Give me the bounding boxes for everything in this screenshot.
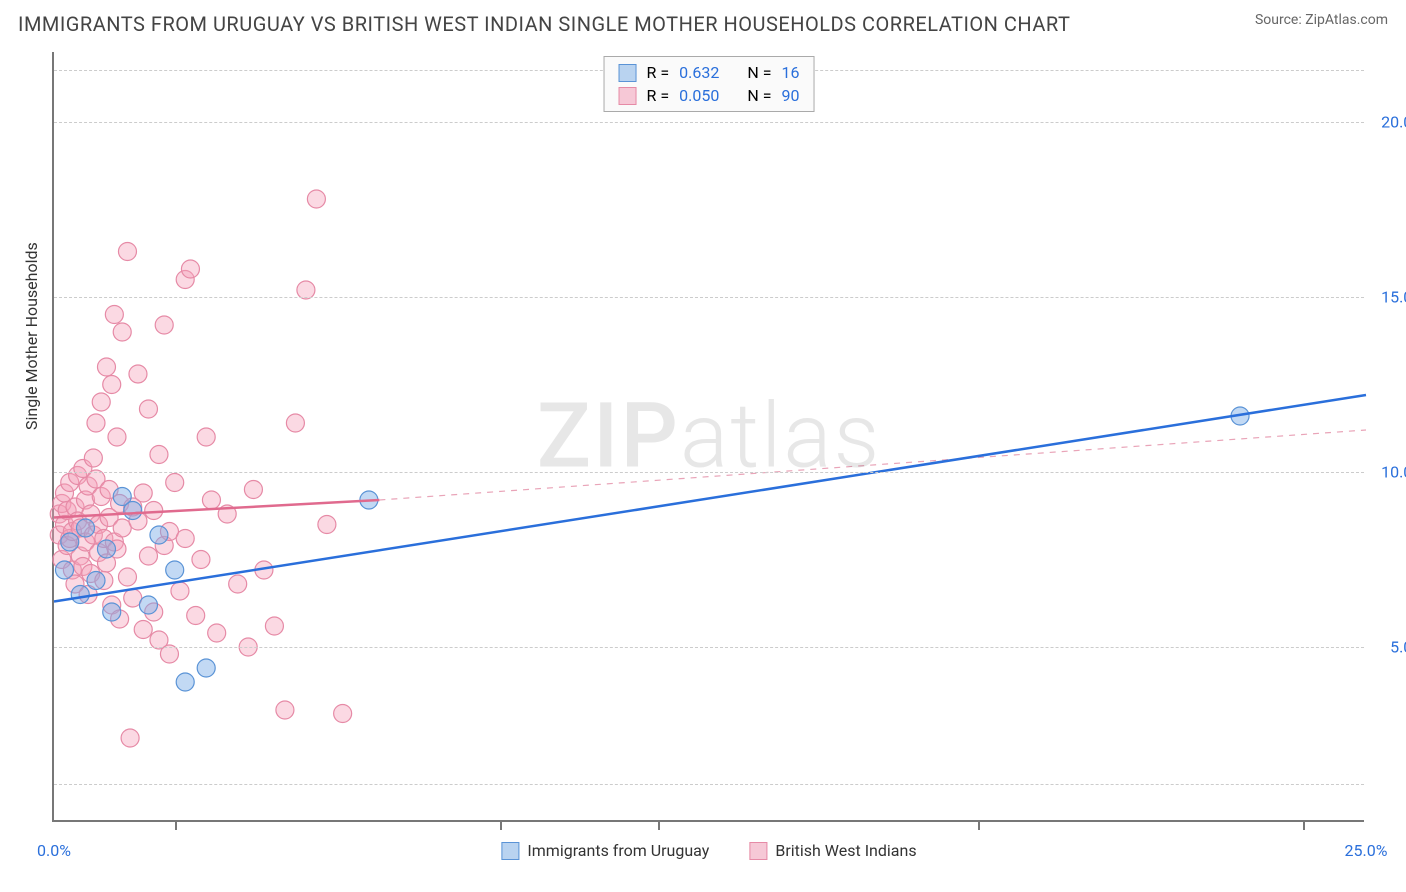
r-value-uruguay: 0.632 — [679, 63, 719, 82]
x-tick — [658, 820, 660, 830]
gridline — [54, 647, 1364, 648]
gridline — [54, 122, 1364, 123]
r-value-bwi: 0.050 — [679, 86, 719, 105]
scatter-plot — [54, 52, 1364, 820]
legend-item-uruguay: Immigrants from Uruguay — [501, 841, 709, 860]
r-label: R = — [647, 63, 670, 82]
y-tick-label: 15.0% — [1369, 288, 1406, 307]
n-value-bwi: 90 — [781, 86, 799, 105]
x-tick — [978, 820, 980, 830]
legend-item-bwi: British West Indians — [749, 841, 916, 860]
x-tick — [175, 820, 177, 830]
x-tick-label: 25.0% — [1345, 841, 1388, 860]
legend-label-bwi: British West Indians — [775, 841, 916, 860]
n-label: N = — [747, 86, 771, 105]
x-tick — [500, 820, 502, 830]
y-axis-title: Single Mother Households — [22, 242, 41, 430]
y-tick-label: 5.0% — [1369, 638, 1406, 657]
y-tick-label: 20.0% — [1369, 113, 1406, 132]
chart-title: IMMIGRANTS FROM URUGUAY VS BRITISH WEST … — [18, 12, 1070, 36]
legend-label-uruguay: Immigrants from Uruguay — [527, 841, 709, 860]
n-label: N = — [747, 63, 771, 82]
n-value-uruguay: 16 — [781, 63, 799, 82]
gridline — [54, 472, 1364, 473]
r-label: R = — [647, 86, 670, 105]
gridline — [54, 297, 1364, 298]
swatch-uruguay — [619, 64, 637, 82]
chart-area: ZIPatlas R = 0.632 N = 16 R = 0.050 N = … — [52, 52, 1364, 822]
y-tick-label: 10.0% — [1369, 463, 1406, 482]
swatch-bwi — [749, 842, 767, 860]
x-tick — [1303, 820, 1305, 830]
legend-series: Immigrants from Uruguay British West Ind… — [501, 841, 916, 860]
legend-correlation: R = 0.632 N = 16 R = 0.050 N = 90 — [604, 56, 815, 112]
swatch-bwi — [619, 87, 637, 105]
legend-row-bwi: R = 0.050 N = 90 — [619, 84, 800, 107]
gridline — [54, 784, 1364, 785]
source-label: Source: ZipAtlas.com — [1255, 12, 1388, 28]
swatch-uruguay — [501, 842, 519, 860]
x-tick-label: 0.0% — [37, 841, 71, 860]
legend-row-uruguay: R = 0.632 N = 16 — [619, 61, 800, 84]
